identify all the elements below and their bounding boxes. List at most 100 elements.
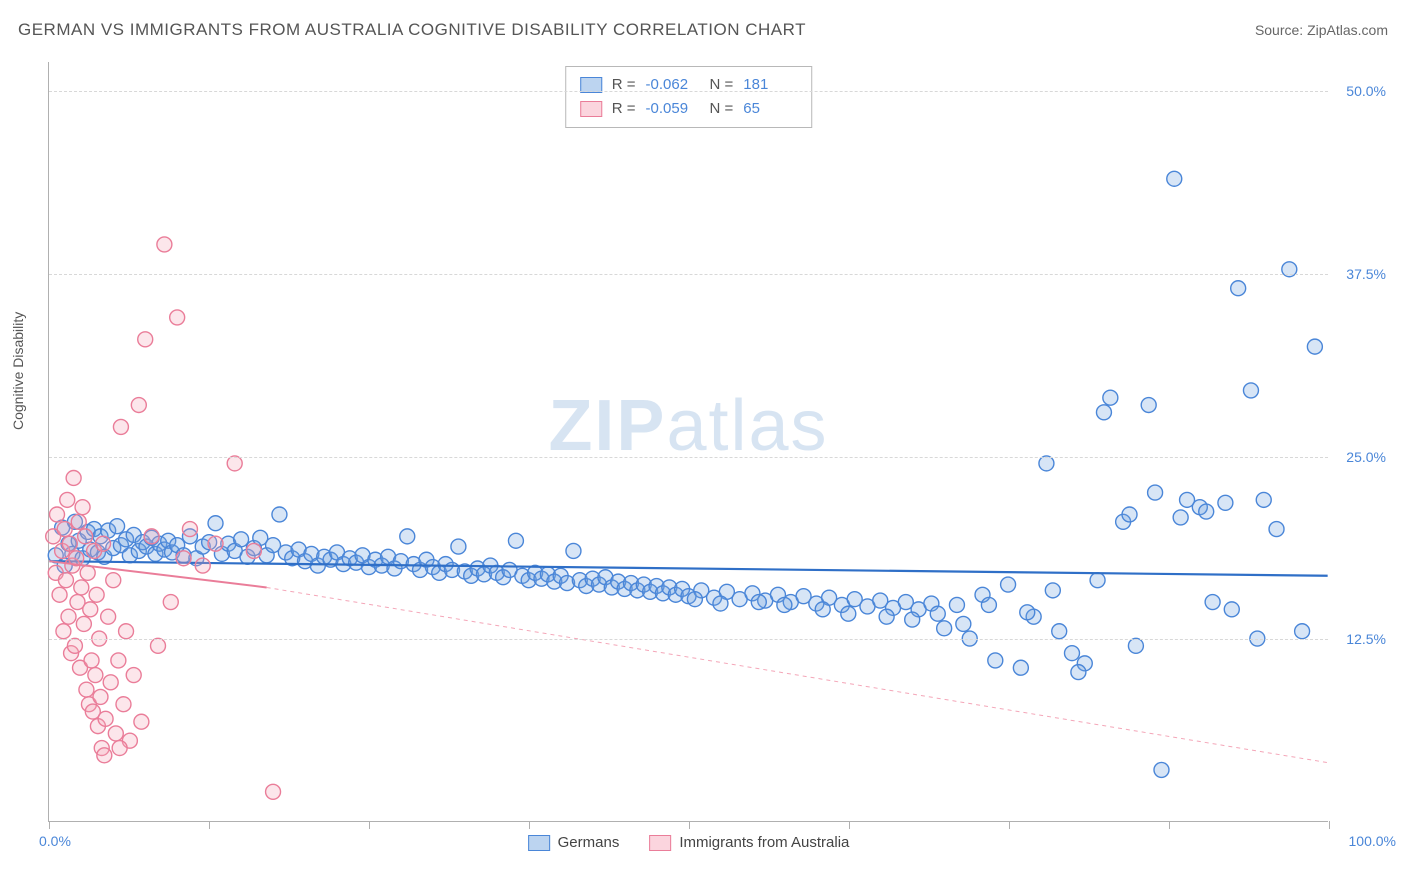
- scatter-point: [1045, 583, 1060, 598]
- scatter-point: [88, 668, 103, 683]
- scatter-point: [58, 573, 73, 588]
- scatter-point: [1307, 339, 1322, 354]
- stat-r-value: -0.062: [646, 73, 700, 97]
- scatter-point: [988, 653, 1003, 668]
- stat-n-label: N =: [710, 73, 734, 97]
- scatter-point: [106, 573, 121, 588]
- x-tick: [849, 821, 850, 829]
- scatter-point: [508, 533, 523, 548]
- stats-row: R = -0.059 N = 65: [580, 97, 798, 121]
- scatter-point: [687, 592, 702, 607]
- scatter-point: [61, 609, 76, 624]
- scatter-point: [71, 514, 86, 529]
- scatter-point: [131, 398, 146, 413]
- scatter-point: [1269, 522, 1284, 537]
- x-tick: [1329, 821, 1330, 829]
- scatter-point: [1231, 281, 1246, 296]
- scatter-point: [1128, 638, 1143, 653]
- trend-line-extension: [267, 587, 1328, 762]
- scatter-point: [144, 529, 159, 544]
- stats-row: R =-0.062N =181: [580, 73, 798, 97]
- legend-label: Immigrants from Australia: [679, 834, 849, 851]
- scatter-point: [66, 471, 81, 486]
- scatter-point: [163, 595, 178, 610]
- scatter-point: [905, 612, 920, 627]
- scatter-point: [1065, 646, 1080, 661]
- x-tick: [1009, 821, 1010, 829]
- legend-label: Germans: [558, 834, 620, 851]
- x-tick: [1169, 821, 1170, 829]
- trend-line: [49, 561, 1327, 576]
- x-tick: [689, 821, 690, 829]
- scatter-point: [400, 529, 415, 544]
- y-axis-label: Cognitive Disability: [10, 312, 26, 430]
- scatter-point: [451, 539, 466, 554]
- legend-swatch: [580, 101, 602, 117]
- scatter-point: [113, 419, 128, 434]
- scatter-point: [126, 668, 141, 683]
- scatter-point: [56, 624, 71, 639]
- stat-r-value: -0.059: [646, 97, 700, 121]
- scatter-point: [108, 726, 123, 741]
- stats-legend-box: R =-0.062N =181R =-0.059N =65: [565, 66, 813, 128]
- scatter-point: [1141, 398, 1156, 413]
- scatter-point: [1199, 504, 1214, 519]
- scatter-point: [134, 714, 149, 729]
- scatter-point: [1090, 573, 1105, 588]
- scatter-point: [246, 543, 261, 558]
- x-axis-min-label: 0.0%: [39, 833, 71, 849]
- scatter-point: [98, 711, 113, 726]
- y-tick-label: 25.0%: [1346, 449, 1386, 465]
- scatter-point: [1218, 495, 1233, 510]
- scatter-point: [78, 529, 93, 544]
- y-tick-label: 50.0%: [1346, 83, 1386, 99]
- gridline: [49, 274, 1328, 275]
- scatter-point: [566, 543, 581, 558]
- scatter-point: [89, 587, 104, 602]
- scatter-point: [777, 597, 792, 612]
- legend-item: Germans: [528, 834, 620, 851]
- scatter-point: [96, 536, 111, 551]
- y-tick-label: 37.5%: [1346, 266, 1386, 282]
- scatter-point: [103, 675, 118, 690]
- chart-title: GERMAN VS IMMIGRANTS FROM AUSTRALIA COGN…: [18, 20, 806, 40]
- scatter-point: [713, 596, 728, 611]
- scatter-point: [1205, 595, 1220, 610]
- x-tick: [529, 821, 530, 829]
- scatter-point: [116, 697, 131, 712]
- scatter-point: [1167, 171, 1182, 186]
- chart-plot-area: ZIPatlas R =-0.062N =181R =-0.059N =65 0…: [48, 62, 1328, 822]
- scatter-point: [1173, 510, 1188, 525]
- scatter-point: [1020, 605, 1035, 620]
- x-tick: [209, 821, 210, 829]
- stat-n-label: N =: [710, 97, 734, 121]
- scatter-point: [138, 332, 153, 347]
- scatter-point: [956, 616, 971, 631]
- scatter-point: [112, 741, 127, 756]
- scatter-point: [1243, 383, 1258, 398]
- scatter-point: [1052, 624, 1067, 639]
- scatter-point: [74, 580, 89, 595]
- scatter-point: [208, 516, 223, 531]
- scatter-point: [815, 602, 830, 617]
- stat-n-value: 65: [743, 97, 797, 121]
- legend-swatch: [528, 835, 550, 851]
- stat-r-label: R =: [612, 97, 636, 121]
- scatter-point: [157, 237, 172, 252]
- scatter-point: [937, 621, 952, 636]
- scatter-point: [62, 536, 77, 551]
- scatter-point: [182, 522, 197, 537]
- gridline: [49, 639, 1328, 640]
- scatter-point: [1122, 507, 1137, 522]
- scatter-point: [949, 597, 964, 612]
- scatter-point: [151, 638, 166, 653]
- scatter-point: [67, 638, 82, 653]
- scatter-point: [110, 519, 125, 534]
- scatter-point: [208, 536, 223, 551]
- scatter-point: [60, 492, 75, 507]
- scatter-point: [1103, 390, 1118, 405]
- scatter-point: [50, 507, 65, 522]
- scatter-point: [930, 606, 945, 621]
- scatter-point: [52, 587, 67, 602]
- scatter-point: [1071, 665, 1086, 680]
